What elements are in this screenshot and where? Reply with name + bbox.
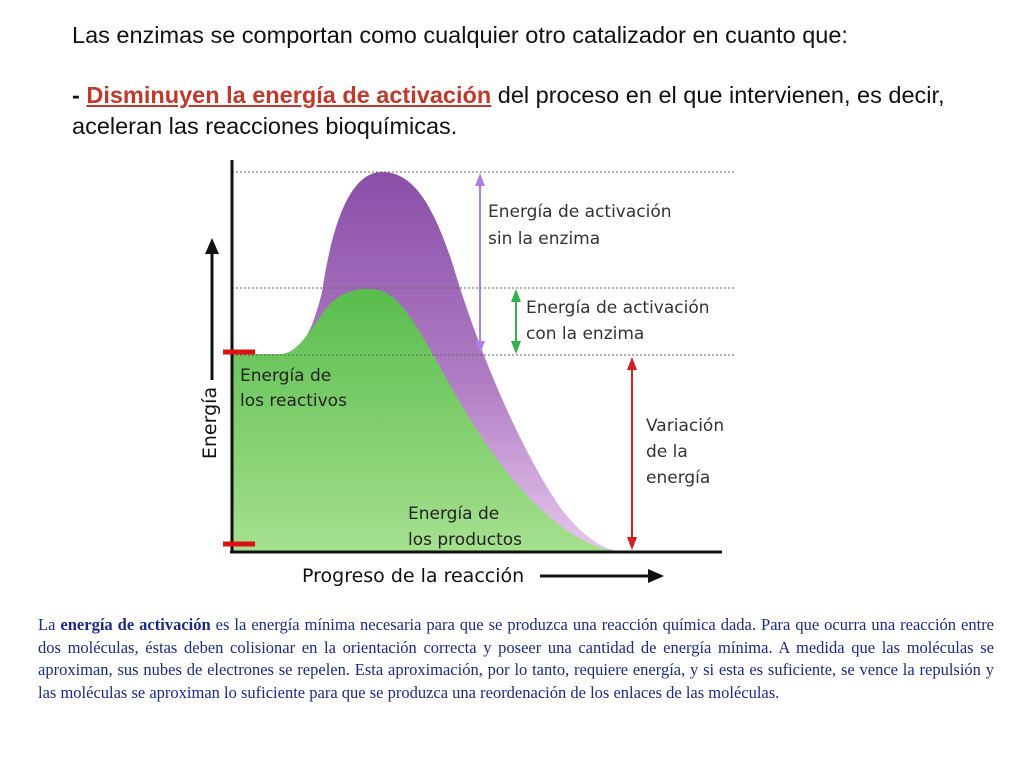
y-axis-label: Energía [199,387,221,459]
bullet-dash: - [72,82,80,108]
label-with-enzyme-line1: Energía de activación [526,298,710,318]
label-without-enzyme-line1: Energía de activación [488,202,672,222]
label-reactants-line2: los reactivos [240,391,347,411]
paragraph-term: energía de activación [60,615,211,634]
arrow-with-enzyme-bottom [511,341,521,354]
arrow-without-enzyme-top [475,173,485,186]
y-axis-arrow-head [205,238,219,254]
catalyzed-curve [232,288,630,552]
arrow-energy-change-top [627,357,637,370]
arrow-energy-change-bottom [627,537,637,550]
label-with-enzyme-line2: con la enzima [526,324,644,344]
bullet-point: - Disminuyen la energía de activación de… [72,80,992,142]
arrow-without-enzyme-bottom [475,341,485,354]
paragraph-post: es la energía mínima necesaria para que … [38,615,995,702]
label-products-line2: los productos [408,530,522,550]
paragraph-pre: La [38,615,61,634]
x-axis-arrow-head [648,569,664,583]
bullet-highlight: Disminuyen la energía de activación [86,82,492,108]
label-without-enzyme-line2: sin la enzima [488,229,600,249]
x-axis-label: Progreso de la reacción [302,565,524,587]
explanation-paragraph: La energía de activación es la energía m… [38,614,994,704]
bullet-rest: del proceso en el que intervienen, es de… [72,82,945,139]
label-energy-change-line3: energía [646,468,710,488]
label-energy-change-line1: Variación [646,416,724,436]
arrow-with-enzyme-top [511,289,521,302]
label-energy-change-line2: de la [646,442,688,462]
label-products-line1: Energía de [408,504,499,524]
label-reactants-line1: Energía de [240,366,331,386]
slide-heading: Las enzimas se comportan como cualquier … [72,22,848,48]
